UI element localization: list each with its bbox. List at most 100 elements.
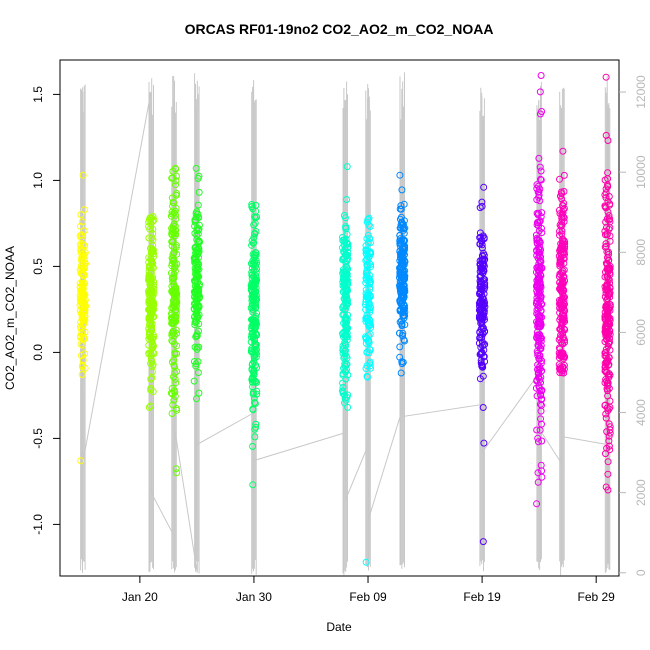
- data-point: [169, 238, 177, 246]
- data-point: [193, 297, 201, 305]
- data-point: [193, 227, 201, 235]
- y-tick-label: -1.0: [31, 514, 45, 535]
- data-point: [77, 262, 85, 270]
- data-point: [533, 181, 541, 189]
- data-point: [366, 235, 374, 242]
- x-tick-label: Jan 20: [122, 590, 158, 604]
- data-point: [168, 274, 176, 282]
- data-point: [77, 457, 85, 465]
- x-tick-label: Feb 09: [349, 590, 387, 604]
- y-tick-label: -0.5: [31, 428, 45, 449]
- data-point: [399, 305, 407, 312]
- data-point: [537, 323, 544, 331]
- data-point: [173, 342, 181, 350]
- data-point: [80, 302, 88, 310]
- data-point: [479, 298, 487, 306]
- data-point: [341, 317, 349, 325]
- data-point: [602, 73, 610, 81]
- data-point: [536, 304, 544, 312]
- data-point: [537, 175, 544, 183]
- data-point: [79, 271, 87, 279]
- data-point: [365, 300, 373, 308]
- data-point: [603, 323, 611, 330]
- data-point: [341, 391, 349, 399]
- data-point: [557, 331, 565, 339]
- data-point: [602, 289, 610, 297]
- data-point: [77, 211, 85, 219]
- data-point: [603, 385, 611, 393]
- data-point: [604, 361, 612, 369]
- data-point: [397, 269, 405, 277]
- data-point: [400, 200, 408, 208]
- data-point: [248, 237, 256, 245]
- data-point: [173, 469, 181, 477]
- data-point: [193, 395, 200, 403]
- data-point: [193, 250, 201, 258]
- data-point: [193, 271, 201, 279]
- data-point: [192, 278, 200, 286]
- data-point: [362, 315, 370, 323]
- data-point: [533, 246, 541, 254]
- data-point: [173, 297, 181, 305]
- data-point: [537, 379, 544, 386]
- x-tick-label: Jan 30: [236, 590, 272, 604]
- data-point: [538, 300, 546, 308]
- data-point: [195, 244, 203, 252]
- data-point: [604, 314, 612, 322]
- data-point: [168, 287, 176, 295]
- y-right-tick-label: 6000: [634, 319, 648, 346]
- data-point: [173, 260, 181, 268]
- data-point: [604, 323, 612, 331]
- data-point: [172, 230, 179, 238]
- data-point: [79, 171, 87, 179]
- data-point: [171, 388, 179, 396]
- data-point: [253, 320, 261, 328]
- data-point: [558, 321, 566, 329]
- data-point: [191, 343, 199, 351]
- data-point: [399, 358, 407, 366]
- data-point: [252, 207, 260, 215]
- y-right-tick-label: 4000: [634, 399, 648, 426]
- data-point: [344, 240, 352, 248]
- data-point: [363, 372, 371, 380]
- data-point: [365, 296, 372, 304]
- data-point: [478, 244, 486, 252]
- data-point: [561, 336, 568, 344]
- data-point: [400, 294, 408, 302]
- data-point: [537, 253, 545, 261]
- data-point: [602, 483, 610, 491]
- data-point: [399, 308, 407, 316]
- data-point: [194, 201, 202, 209]
- data-point: [605, 193, 613, 200]
- data-point: [538, 209, 546, 217]
- data-point: [476, 260, 484, 268]
- data-point: [556, 175, 563, 183]
- data-point: [148, 337, 156, 345]
- data-point: [148, 234, 156, 242]
- data-point: [79, 356, 87, 364]
- data-point: [147, 351, 155, 359]
- data-point: [537, 320, 545, 328]
- data-point: [558, 353, 566, 361]
- data-point: [168, 410, 176, 417]
- data-point: [396, 205, 404, 213]
- x-tick-label: Feb 29: [578, 590, 616, 604]
- data-point: [364, 216, 372, 224]
- data-point: [397, 282, 404, 289]
- data-point: [399, 244, 407, 252]
- data-point: [556, 363, 564, 371]
- data-point: [537, 176, 545, 184]
- data-point: [602, 369, 610, 376]
- data-point: [79, 341, 87, 349]
- data-point: [400, 261, 408, 269]
- data-point: [81, 350, 88, 358]
- data-point: [478, 291, 486, 299]
- data-point: [560, 315, 568, 322]
- data-point: [150, 333, 158, 341]
- y-right-tick-label: 0: [634, 569, 648, 576]
- data-point: [248, 365, 256, 373]
- data-point: [343, 252, 350, 260]
- data-point: [173, 406, 181, 414]
- x-axis-label: Date: [326, 620, 352, 634]
- data-point: [79, 283, 87, 291]
